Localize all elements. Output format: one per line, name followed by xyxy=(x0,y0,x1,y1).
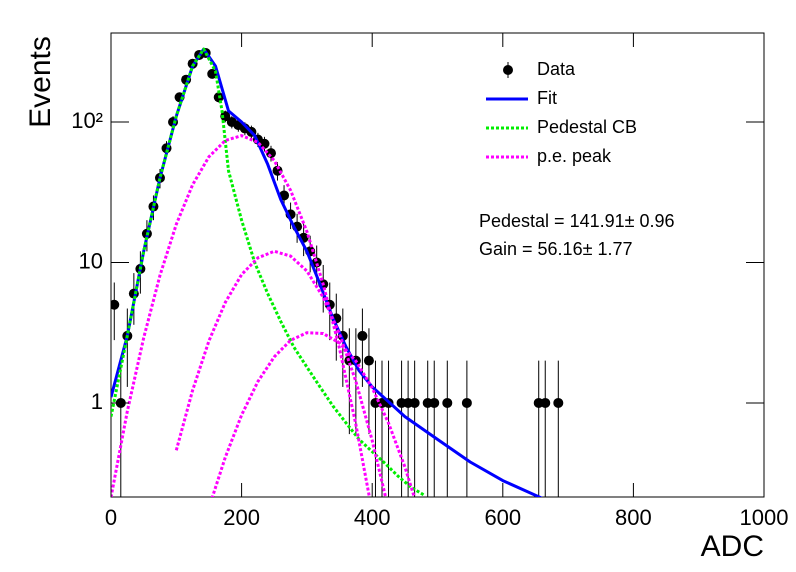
data-point xyxy=(259,138,270,149)
data-point xyxy=(265,148,276,159)
x-tick-label: 200 xyxy=(223,505,260,530)
data-point xyxy=(461,397,472,408)
y-axis-label: Events xyxy=(24,36,57,128)
fit-curve xyxy=(111,47,426,497)
legend-label: p.e. peak xyxy=(537,146,612,166)
legend-label: Fit xyxy=(537,88,557,108)
x-tick-label: 600 xyxy=(484,505,521,530)
plot-frame xyxy=(110,32,765,498)
x-tick-label: 1000 xyxy=(740,505,789,530)
data-point xyxy=(429,397,440,408)
x-tick-label: 800 xyxy=(615,505,652,530)
data-point xyxy=(442,397,453,408)
y-tick-label: 10 xyxy=(79,248,103,273)
annotation: Pedestal = 141.91± 0.96 xyxy=(479,211,675,231)
y-tick-label: 10² xyxy=(71,108,103,133)
legend-label: Data xyxy=(537,59,576,79)
x-axis-label: ADC xyxy=(701,530,764,563)
data-point xyxy=(220,111,231,122)
data-point xyxy=(111,299,120,310)
data-point xyxy=(540,397,551,408)
y-tick-label: 1 xyxy=(91,389,103,414)
x-tick-label: 400 xyxy=(354,505,391,530)
data-point xyxy=(357,330,368,341)
legend-label: Pedestal CB xyxy=(537,117,637,137)
plot-area xyxy=(111,47,564,497)
data-point xyxy=(363,355,374,366)
data-point xyxy=(553,397,564,408)
data-point xyxy=(409,397,420,408)
fit-curve xyxy=(111,134,416,497)
legend-marker xyxy=(503,65,513,75)
x-tick-label: 0 xyxy=(105,505,117,530)
annotation: Gain = 56.16± 1.77 xyxy=(479,239,633,259)
